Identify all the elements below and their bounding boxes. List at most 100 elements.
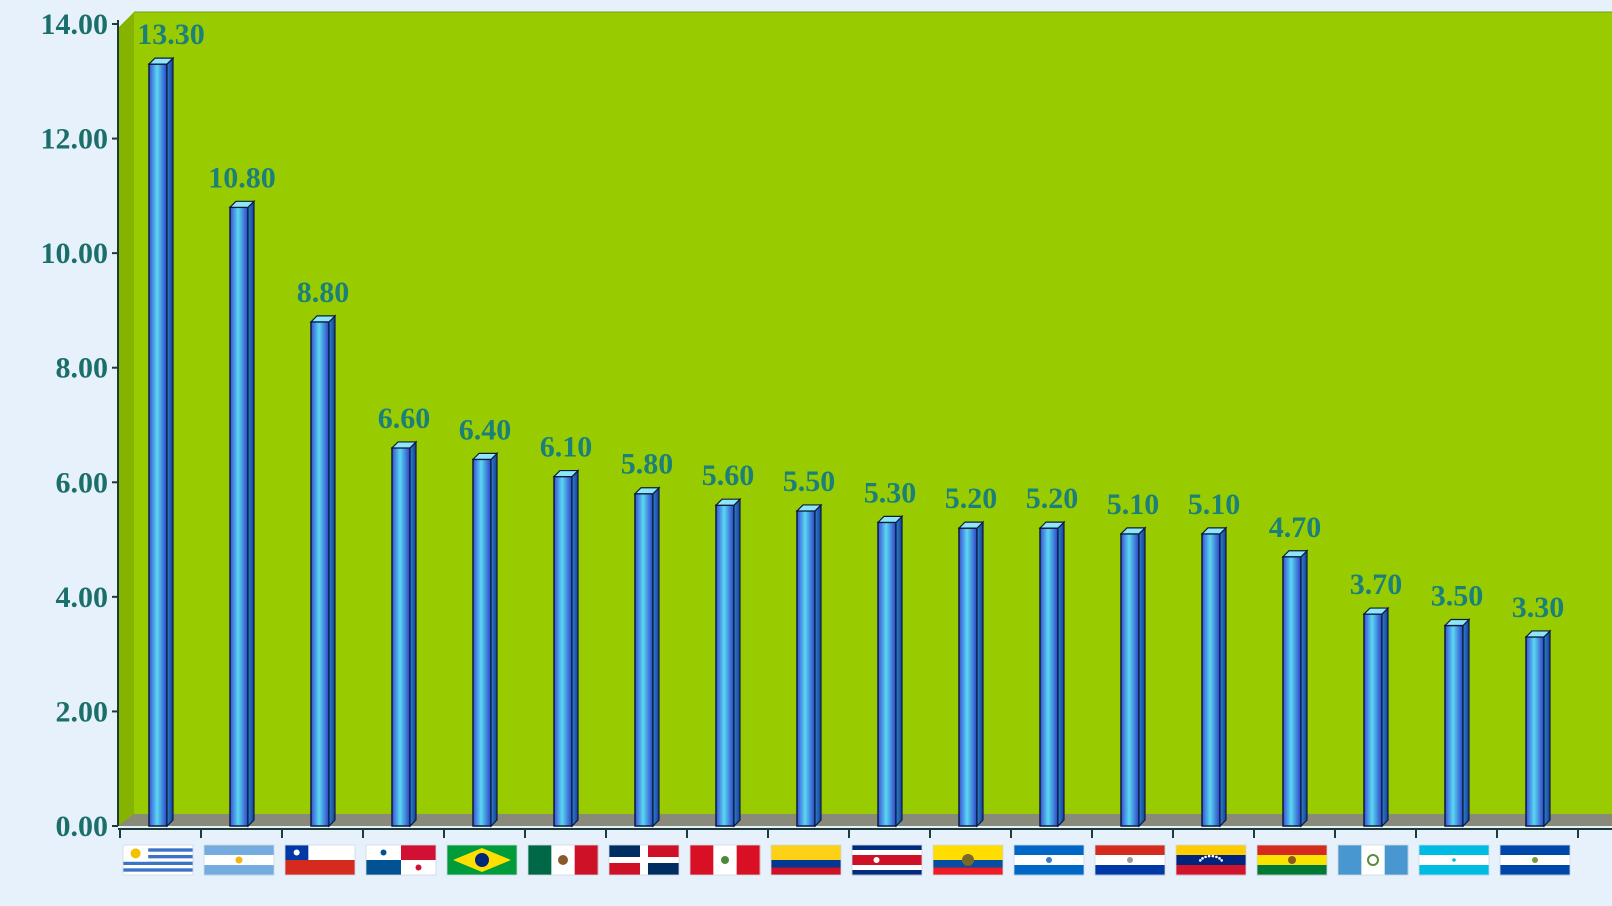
- data-label: 6.60: [378, 402, 431, 435]
- bar: [471, 451, 499, 828]
- guatemala-flag: [1337, 844, 1409, 876]
- bar-top: [795, 504, 823, 512]
- bar: [1443, 618, 1471, 828]
- data-label: 5.20: [1026, 482, 1079, 515]
- bar-top: [228, 200, 256, 208]
- bolivia-flag: [1256, 844, 1328, 876]
- bar-top: [876, 515, 904, 523]
- bar-front: [1039, 527, 1059, 827]
- y-tick-label: 0.00: [56, 810, 109, 843]
- bar-front: [1201, 533, 1221, 827]
- data-label: 10.80: [208, 161, 276, 194]
- plot-side-wall: [118, 12, 134, 826]
- venezuela-flag: [1175, 844, 1247, 876]
- dominican-republic-flag: [608, 844, 680, 876]
- bar: [1362, 606, 1390, 828]
- plot-back-wall: [134, 12, 1612, 816]
- data-label: 5.20: [945, 482, 998, 515]
- ecuador-flag: [932, 844, 1004, 876]
- bar-side: [976, 520, 984, 828]
- data-label: 8.80: [297, 276, 350, 309]
- bar-front: [1444, 624, 1464, 827]
- bar-top: [471, 452, 499, 460]
- argentina-flag: [203, 844, 275, 876]
- bar-top: [1200, 527, 1228, 535]
- bar-front: [148, 63, 168, 827]
- data-label: 4.70: [1269, 511, 1322, 544]
- bar-side: [1057, 520, 1065, 828]
- bar-front: [1120, 533, 1140, 827]
- bar-front: [1363, 613, 1383, 827]
- uruguay-flag: [122, 844, 194, 876]
- bar-top: [552, 469, 580, 478]
- bar: [309, 314, 337, 828]
- paraguay-flag: [1094, 844, 1166, 876]
- bar-side: [1462, 618, 1470, 828]
- bar: [1038, 520, 1066, 828]
- bar-front: [796, 510, 816, 827]
- bar: [957, 520, 985, 828]
- bar-side: [328, 314, 336, 828]
- bar-side: [652, 486, 660, 828]
- brazil-flag: [446, 844, 518, 876]
- bar: [876, 514, 904, 828]
- bar: [1524, 629, 1552, 828]
- bar-front: [1525, 636, 1545, 827]
- bar: [147, 56, 175, 828]
- bar-top: [309, 315, 337, 323]
- el-salvador-flag: [1499, 844, 1571, 876]
- bar-top: [714, 498, 742, 506]
- honduras-flag: [1418, 844, 1490, 876]
- data-label: 6.10: [540, 431, 593, 464]
- bar-front: [472, 458, 492, 827]
- y-tick-label: 6.00: [56, 466, 109, 499]
- bar-top: [633, 487, 661, 495]
- bar: [390, 440, 418, 828]
- data-label: 5.10: [1188, 488, 1241, 521]
- data-label: 5.30: [864, 476, 917, 509]
- bar: [714, 497, 742, 828]
- data-label: 6.40: [459, 413, 512, 446]
- bar-side: [895, 514, 903, 828]
- data-label: 5.80: [621, 448, 674, 481]
- chile-flag: [284, 844, 356, 876]
- bar-side: [814, 503, 822, 828]
- bar-front: [958, 527, 978, 827]
- y-tick-label: 4.00: [56, 581, 109, 614]
- nicaragua-flag: [1013, 844, 1085, 876]
- y-tick-label: 12.00: [41, 123, 109, 156]
- data-label: 13.30: [137, 18, 205, 51]
- peru-flag: [689, 844, 761, 876]
- data-label: 3.50: [1431, 580, 1484, 613]
- bar-front: [553, 475, 573, 827]
- bar-top: [1524, 630, 1552, 638]
- bar-top: [1443, 618, 1471, 627]
- bar-front: [634, 492, 654, 827]
- y-tick-label: 14.00: [41, 8, 109, 41]
- bar-front: [877, 521, 897, 827]
- bar-side: [247, 199, 255, 828]
- colombia-flag: [770, 844, 842, 876]
- bar-top: [1362, 607, 1390, 615]
- data-label: 5.50: [783, 465, 836, 498]
- bar-side: [1219, 526, 1227, 828]
- bar: [795, 503, 823, 828]
- bar: [1119, 526, 1147, 828]
- bar-front: [715, 504, 735, 827]
- bar-side: [1138, 526, 1146, 828]
- y-tick-label: 2.00: [56, 695, 109, 728]
- bar-side: [733, 497, 741, 828]
- data-label: 5.60: [702, 459, 755, 492]
- bar: [1281, 549, 1309, 828]
- y-tick-label: 8.00: [56, 352, 109, 385]
- bar-front: [391, 447, 411, 827]
- bar-front: [229, 206, 249, 827]
- bar-top: [1119, 527, 1147, 535]
- bar-side: [571, 469, 579, 828]
- data-label: 5.10: [1107, 488, 1160, 521]
- bar-side: [1300, 549, 1308, 828]
- data-label: 3.30: [1512, 591, 1565, 624]
- bar-top: [957, 521, 985, 529]
